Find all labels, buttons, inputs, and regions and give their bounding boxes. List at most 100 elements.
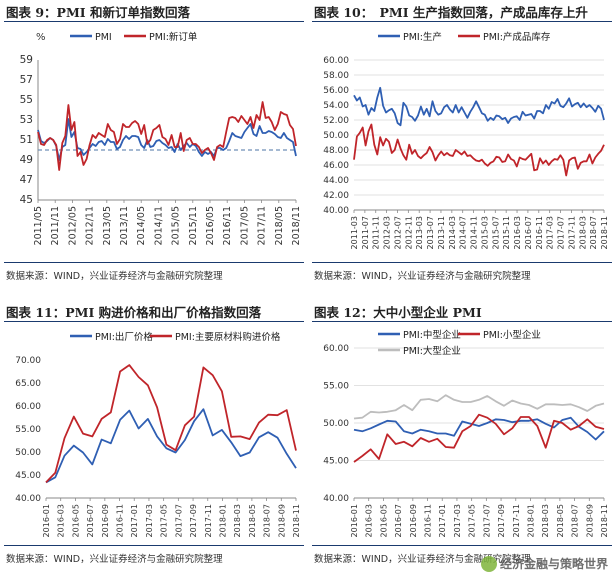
legend-label: PMI:主要原材料购进价格 <box>175 331 281 343</box>
y-tick-label: 55 <box>20 94 33 106</box>
x-tick-label: 2018-07 <box>263 504 272 537</box>
chart-10-svg: 40.00 42.00 44.00 46.00 48.00 50.00 52.00 54.00… <box>323 31 609 249</box>
source-rule <box>4 262 304 263</box>
x-tick-label: 2018-11 <box>600 216 609 249</box>
x-tick-label: 2018-05 <box>248 504 257 537</box>
y-tick-label: 59 <box>20 54 33 66</box>
x-tick-label: 2012-03 <box>383 216 392 249</box>
x-tick-label: 2016/11 <box>222 206 233 245</box>
x-tick-label: 2015/05 <box>171 206 182 245</box>
x-tick-label: 2016-07 <box>524 216 533 249</box>
y-tick-label: 70.00 <box>15 356 41 366</box>
chart-9-svg: 45 47 49 51 53 55 57 59% 2011/05 2011/11 2012/05 20… <box>20 31 302 245</box>
x-tick-label: 2012/11 <box>85 206 96 245</box>
legend-label: PMI:出厂价格 <box>95 331 153 343</box>
x-tick-label: 2016-11 <box>116 504 125 537</box>
x-tick-label: 2011/11 <box>50 206 61 245</box>
y-tick-label: 57 <box>20 74 33 86</box>
y-tick-label: 50.00 <box>15 448 41 458</box>
unit-label: % <box>36 32 46 43</box>
x-tick-label: 2014/11 <box>153 206 164 245</box>
x-tick-label: 2017-03 <box>453 504 462 537</box>
x-tick-label: 2012-11 <box>404 216 413 249</box>
x-tick-label: 2017-01 <box>438 504 447 537</box>
x-tick-label: 2017-11 <box>204 504 213 537</box>
x-tick-label: 2013/05 <box>102 206 113 245</box>
x-tick-label: 2012/05 <box>67 206 78 245</box>
x-tick-label: 2013/11 <box>119 206 130 245</box>
x-tick-label: 2017-03 <box>546 216 555 249</box>
x-tick-label: 2016-11 <box>424 504 433 537</box>
y-tick-label: 55.00 <box>15 425 41 435</box>
y-tick-label: 44.00 <box>323 176 349 186</box>
x-tick-label: 2018/11 <box>291 206 302 245</box>
x-tick-label: 2016-09 <box>409 504 418 537</box>
x-tick-label: 2016-05 <box>379 504 388 537</box>
x-tick-label: 2017-09 <box>189 504 198 537</box>
x-tick-label: 2013-11 <box>437 216 446 249</box>
y-tick-label: 55.00 <box>323 382 349 392</box>
chart-source: 数据来源：WIND，兴业证券经济与金融研究院整理 <box>314 554 531 565</box>
x-tick-label: 2017-05 <box>468 504 477 537</box>
legend-label: PMI:生产 <box>403 31 442 43</box>
y-tick-label: 42.00 <box>323 191 349 201</box>
y-tick-label: 60.00 <box>15 402 41 412</box>
x-tick-label: 2018-01 <box>526 504 535 537</box>
y-tick-label: 65.00 <box>15 379 41 389</box>
x-tick-label: 2013-03 <box>415 216 424 249</box>
x-tick-label: 2018-09 <box>277 504 286 537</box>
x-tick-label: 2013-07 <box>426 216 435 249</box>
x-tick-label: 2018-05 <box>556 504 565 537</box>
watermark: 经济金融与策略世界 <box>480 555 608 572</box>
x-tick-label: 2017-01 <box>130 504 139 537</box>
y-tick-label: 46.00 <box>323 161 349 171</box>
chart-12-svg: 40.00 45.00 50.00 55.00 60.00 2016-01 2016-03 2… <box>323 329 609 537</box>
x-tick-label: 2016-03 <box>57 504 66 537</box>
y-tick-label: 45 <box>20 194 33 206</box>
y-tick-label: 60.00 <box>323 344 349 354</box>
chart-source: 数据来源：WIND，兴业证券经济与金融研究院整理 <box>6 554 223 565</box>
y-tick-label: 49 <box>20 154 33 166</box>
chart-title: 图表 11：PMI 购进价格和出厂价格指数回落 <box>6 305 262 320</box>
x-tick-label: 2017-07 <box>557 216 566 249</box>
chart-source: 数据来源：WIND，兴业证券经济与金融研究院整理 <box>6 271 223 282</box>
series-line-0 <box>45 408 297 484</box>
series-line-2 <box>353 394 605 420</box>
panel-chart-11: 图表 11：PMI 购进价格和出厂价格指数回落 40.00 45.00 50.00 5… <box>0 300 308 576</box>
x-tick-label: 2014/05 <box>136 206 147 245</box>
x-tick-label: 2018-09 <box>585 504 594 537</box>
x-tick-label: 2014-07 <box>459 216 468 249</box>
x-tick-label: 2011-11 <box>372 216 381 249</box>
x-tick-label: 2011/05 <box>33 206 44 245</box>
panel-chart-12: 图表 12：大中小型企业 PMI 40.00 45.00 50.00 55.00 60.… <box>308 300 616 576</box>
x-tick-label: 2018-03 <box>233 504 242 537</box>
panel-chart-10: 图表 10： PMI 生产指数回落，产成品库存上升 40.00 42.00 44.0… <box>308 0 616 288</box>
x-tick-label: 2018-11 <box>600 504 609 537</box>
y-tick-label: 40.00 <box>323 494 349 504</box>
x-tick-label: 2014-03 <box>448 216 457 249</box>
y-tick-label: 45.00 <box>15 471 41 481</box>
y-tick-label: 60.00 <box>323 56 349 66</box>
x-tick-label: 2014-11 <box>470 216 479 249</box>
x-tick-label: 2018-03 <box>578 216 587 249</box>
x-tick-label: 2018/05 <box>274 206 285 245</box>
title-rule <box>312 321 612 322</box>
legend-label: PMI <box>95 32 112 43</box>
legend-label: PMI:小型企业 <box>483 329 541 341</box>
panel-chart-9: 图表 9：PMI 和新订单指数回落 45 47 49 51 53 55 57 59% 2011/… <box>0 0 308 288</box>
x-tick-label: 2016/05 <box>205 206 216 245</box>
y-tick-label: 50.00 <box>323 419 349 429</box>
x-tick-label: 2015-03 <box>480 216 489 249</box>
x-tick-label: 2017-11 <box>512 504 521 537</box>
x-tick-label: 2016-11 <box>535 216 544 249</box>
y-tick-label: 51 <box>20 134 33 146</box>
x-tick-label: 2017/11 <box>257 206 268 245</box>
legend-label: PMI:新订单 <box>149 31 198 43</box>
x-tick-label: 2017-07 <box>482 504 491 537</box>
y-tick-label: 45.00 <box>323 457 349 467</box>
y-tick-label: 54.00 <box>323 101 349 111</box>
chart-title: 图表 9：PMI 和新订单指数回落 <box>6 5 190 20</box>
series-line-1 <box>45 364 297 484</box>
x-tick-label: 2016-05 <box>71 504 80 537</box>
series-line-1 <box>37 101 297 171</box>
